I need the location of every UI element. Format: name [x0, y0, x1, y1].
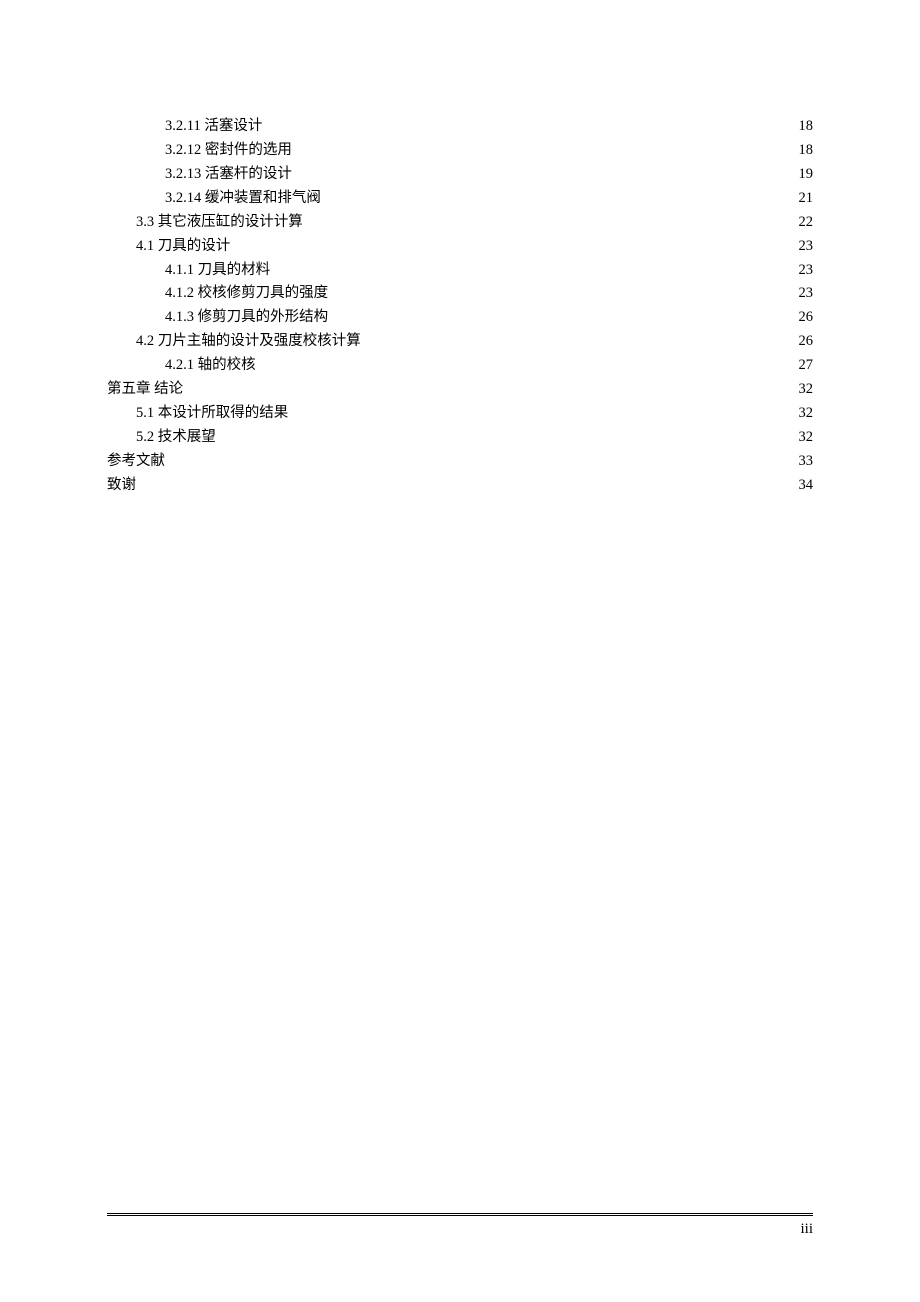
toc-entry-page: 26: [799, 330, 814, 354]
toc-entry-page: 22: [799, 211, 814, 235]
footer-rule-thin: [107, 1215, 813, 1216]
toc-entry-label: 参考文献: [107, 450, 165, 474]
toc-entry: 3.2.14 缓冲装置和排气阀 21: [107, 187, 813, 211]
toc-entry-page: 32: [799, 402, 814, 426]
toc-entry-page: 32: [799, 378, 814, 402]
toc-entry-page: 33: [799, 450, 814, 474]
toc-entry-page: 18: [799, 115, 814, 139]
toc-entry-page: 23: [799, 235, 814, 259]
toc-entry-label: 3.2.14 缓冲装置和排气阀: [107, 187, 321, 211]
toc-entry: 4.1.3 修剪刀具的外形结构 26: [107, 306, 813, 330]
toc-entry: 4.1 刀具的设计 23: [107, 235, 813, 259]
toc-entry: 4.2.1 轴的校核 27: [107, 354, 813, 378]
toc-entry: 3.2.12 密封件的选用 18: [107, 139, 813, 163]
toc-entry-label: 3.2.12 密封件的选用: [107, 139, 292, 163]
toc-entry: 4.1.1 刀具的材料 23: [107, 259, 813, 283]
toc-entry-label: 第五章 结论: [107, 378, 183, 402]
toc-entry-label: 3.3 其它液压缸的设计计算: [107, 211, 303, 235]
toc-entry: 5.2 技术展望 32: [107, 426, 813, 450]
toc-entry: 3.2.11 活塞设计 18: [107, 115, 813, 139]
toc-entry-label: 4.1.2 校核修剪刀具的强度: [107, 282, 328, 306]
toc-entry-label: 致谢: [107, 474, 136, 498]
toc-entry-page: 21: [799, 187, 814, 211]
toc-entry: 4.2 刀片主轴的设计及强度校核计算 26: [107, 330, 813, 354]
toc-entry-label: 3.2.11 活塞设计: [107, 115, 262, 139]
toc-entry-page: 34: [799, 474, 814, 498]
toc-entry-label: 4.2 刀片主轴的设计及强度校核计算: [107, 330, 361, 354]
toc-entry-page: 32: [799, 426, 814, 450]
toc-entry-label: 3.2.13 活塞杆的设计: [107, 163, 292, 187]
toc-entry: 5.1 本设计所取得的结果 32: [107, 402, 813, 426]
toc-entry-label: 4.1 刀具的设计: [107, 235, 230, 259]
toc-entry-page: 23: [799, 282, 814, 306]
toc-entry-label: 4.1.1 刀具的材料: [107, 259, 270, 283]
toc-entry-page: 23: [799, 259, 814, 283]
table-of-contents: 3.2.11 活塞设计183.2.12 密封件的选用183.2.13 活塞杆的设…: [107, 115, 813, 498]
toc-entry-page: 26: [799, 306, 814, 330]
toc-entry: 致谢 34: [107, 474, 813, 498]
toc-entry-label: 5.1 本设计所取得的结果: [107, 402, 288, 426]
toc-entry-page: 27: [799, 354, 814, 378]
toc-entry: 参考文献 33: [107, 450, 813, 474]
toc-entry: 3.2.13 活塞杆的设计 19: [107, 163, 813, 187]
page-footer: iii: [107, 1213, 813, 1217]
toc-entry-label: 5.2 技术展望: [107, 426, 216, 450]
page-number: iii: [800, 1221, 813, 1238]
toc-entry: 4.1.2 校核修剪刀具的强度 23: [107, 282, 813, 306]
footer-rule-thick: [107, 1213, 813, 1214]
toc-entry: 3.3 其它液压缸的设计计算 22: [107, 211, 813, 235]
toc-entry: 第五章 结论 32: [107, 378, 813, 402]
toc-entry-page: 18: [799, 139, 814, 163]
toc-entry-label: 4.1.3 修剪刀具的外形结构: [107, 306, 328, 330]
toc-entry-page: 19: [799, 163, 814, 187]
toc-entry-label: 4.2.1 轴的校核: [107, 354, 256, 378]
